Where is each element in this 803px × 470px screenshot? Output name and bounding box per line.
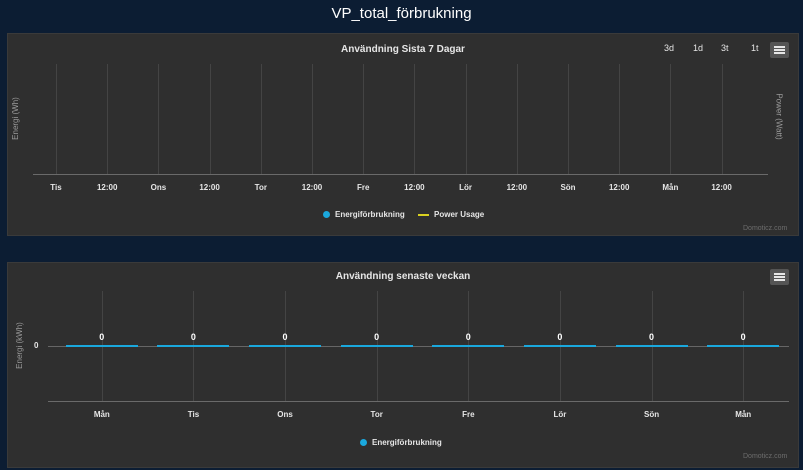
x-tick-label: Fre: [356, 183, 370, 192]
x-tick-label: 12:00: [96, 183, 118, 192]
y-axis-label: Energi (kWh): [14, 322, 24, 369]
gridline: [414, 64, 416, 174]
x-tick-label: Lör: [553, 410, 567, 419]
bar-value-label: 0: [557, 332, 563, 342]
x-tick-label: Mån: [735, 410, 752, 419]
x-tick-label: Mån: [93, 410, 110, 419]
zoom-button-3t[interactable]: 3t: [721, 43, 729, 53]
x-tick-label: Fre: [462, 410, 475, 419]
legend-label: Power Usage: [434, 210, 485, 219]
bar[interactable]: [707, 345, 780, 347]
x-axis-line: [48, 401, 789, 402]
menu-icon: [774, 273, 785, 275]
x-tick-label: Sön: [644, 410, 660, 419]
credit-text[interactable]: Domoticz.com: [743, 453, 788, 460]
bar[interactable]: [432, 345, 505, 347]
chart-menu-button[interactable]: [770, 269, 789, 285]
bar[interactable]: [249, 345, 322, 347]
x-tick-label: Ons: [150, 183, 167, 192]
y-axis-left-label: Energi (Wh): [10, 97, 20, 140]
x-axis-line: [33, 174, 768, 175]
zoom-button-1t[interactable]: 1t: [751, 43, 759, 53]
gridline: [158, 64, 160, 174]
bar[interactable]: [157, 345, 230, 347]
x-tick-label: Tor: [254, 183, 267, 192]
x-tick-label: 12:00: [711, 183, 732, 192]
gridline: [516, 64, 518, 174]
x-tick-label: 12:00: [608, 183, 630, 192]
x-tick-label: Ons: [277, 410, 293, 419]
legend-item-power[interactable]: Power Usage: [418, 210, 484, 219]
x-tick-label: 12:00: [301, 183, 323, 192]
y-axis-right-label: Power (Watt): [774, 93, 784, 140]
x-tick-label: Mån: [662, 183, 679, 192]
legend-label: Energiförbrukning: [335, 210, 405, 219]
bar[interactable]: [65, 345, 138, 347]
gridline: [107, 64, 109, 174]
gridline: [465, 64, 467, 174]
bar-value-label: 0: [190, 332, 196, 342]
bar-value-label: 0: [465, 332, 471, 342]
chart-title: Användning senaste veckan: [335, 271, 471, 282]
legend-label: Energiförbrukning: [372, 438, 442, 447]
x-tick-label: Tis: [50, 183, 62, 192]
gridline: [568, 64, 569, 174]
x-tick-label: Sön: [560, 183, 576, 192]
gridline: [312, 64, 313, 174]
chart-title: Användning Sista 7 Dagar: [341, 44, 465, 55]
gridline: [670, 64, 672, 174]
y-tick-0: 0: [34, 341, 39, 350]
gridline: [721, 64, 723, 174]
gridline: [209, 64, 211, 174]
legend-dot-icon: [323, 211, 330, 218]
gridline: [56, 64, 57, 174]
chart-panel-last-7-days: Användning Sista 7 Dagar 3d 1d 3t 1t Ene…: [7, 33, 799, 236]
bar[interactable]: [340, 345, 413, 347]
x-tick-label: Tis: [187, 410, 200, 419]
bar-value-label: 0: [282, 332, 288, 342]
x-tick-label: Lör: [459, 183, 473, 192]
gridline: [619, 64, 621, 174]
zero-line: [48, 346, 789, 347]
menu-icon: [774, 46, 785, 48]
legend-item-energy[interactable]: Energiförbrukning: [360, 438, 442, 447]
bar-value-label: 0: [374, 332, 380, 342]
gridline: [260, 64, 262, 174]
zoom-button-3d[interactable]: 3d: [664, 43, 675, 53]
bar[interactable]: [615, 345, 688, 347]
x-tick-label: Tor: [370, 410, 383, 419]
bar-value-label: 0: [99, 332, 105, 342]
bar-value-label: 0: [649, 332, 655, 342]
legend-dot-icon: [360, 439, 367, 446]
x-tick-label: 12:00: [506, 183, 528, 192]
bar[interactable]: [523, 345, 596, 347]
zoom-button-1d[interactable]: 1d: [693, 43, 704, 53]
page-title: VP_total_förbrukning: [331, 5, 472, 22]
x-tick-label: 12:00: [404, 183, 425, 192]
bar-value-label: 0: [740, 332, 746, 342]
gridline: [363, 64, 365, 174]
chart-panel-last-week: Användning senaste veckan Energi (kWh) 0…: [7, 262, 799, 468]
x-tick-label: 12:00: [199, 183, 220, 192]
legend-line-icon: [418, 213, 429, 216]
legend-item-energy[interactable]: Energiförbrukning: [323, 210, 405, 219]
credit-text[interactable]: Domoticz.com: [743, 225, 788, 232]
chart-menu-button[interactable]: [770, 42, 789, 58]
